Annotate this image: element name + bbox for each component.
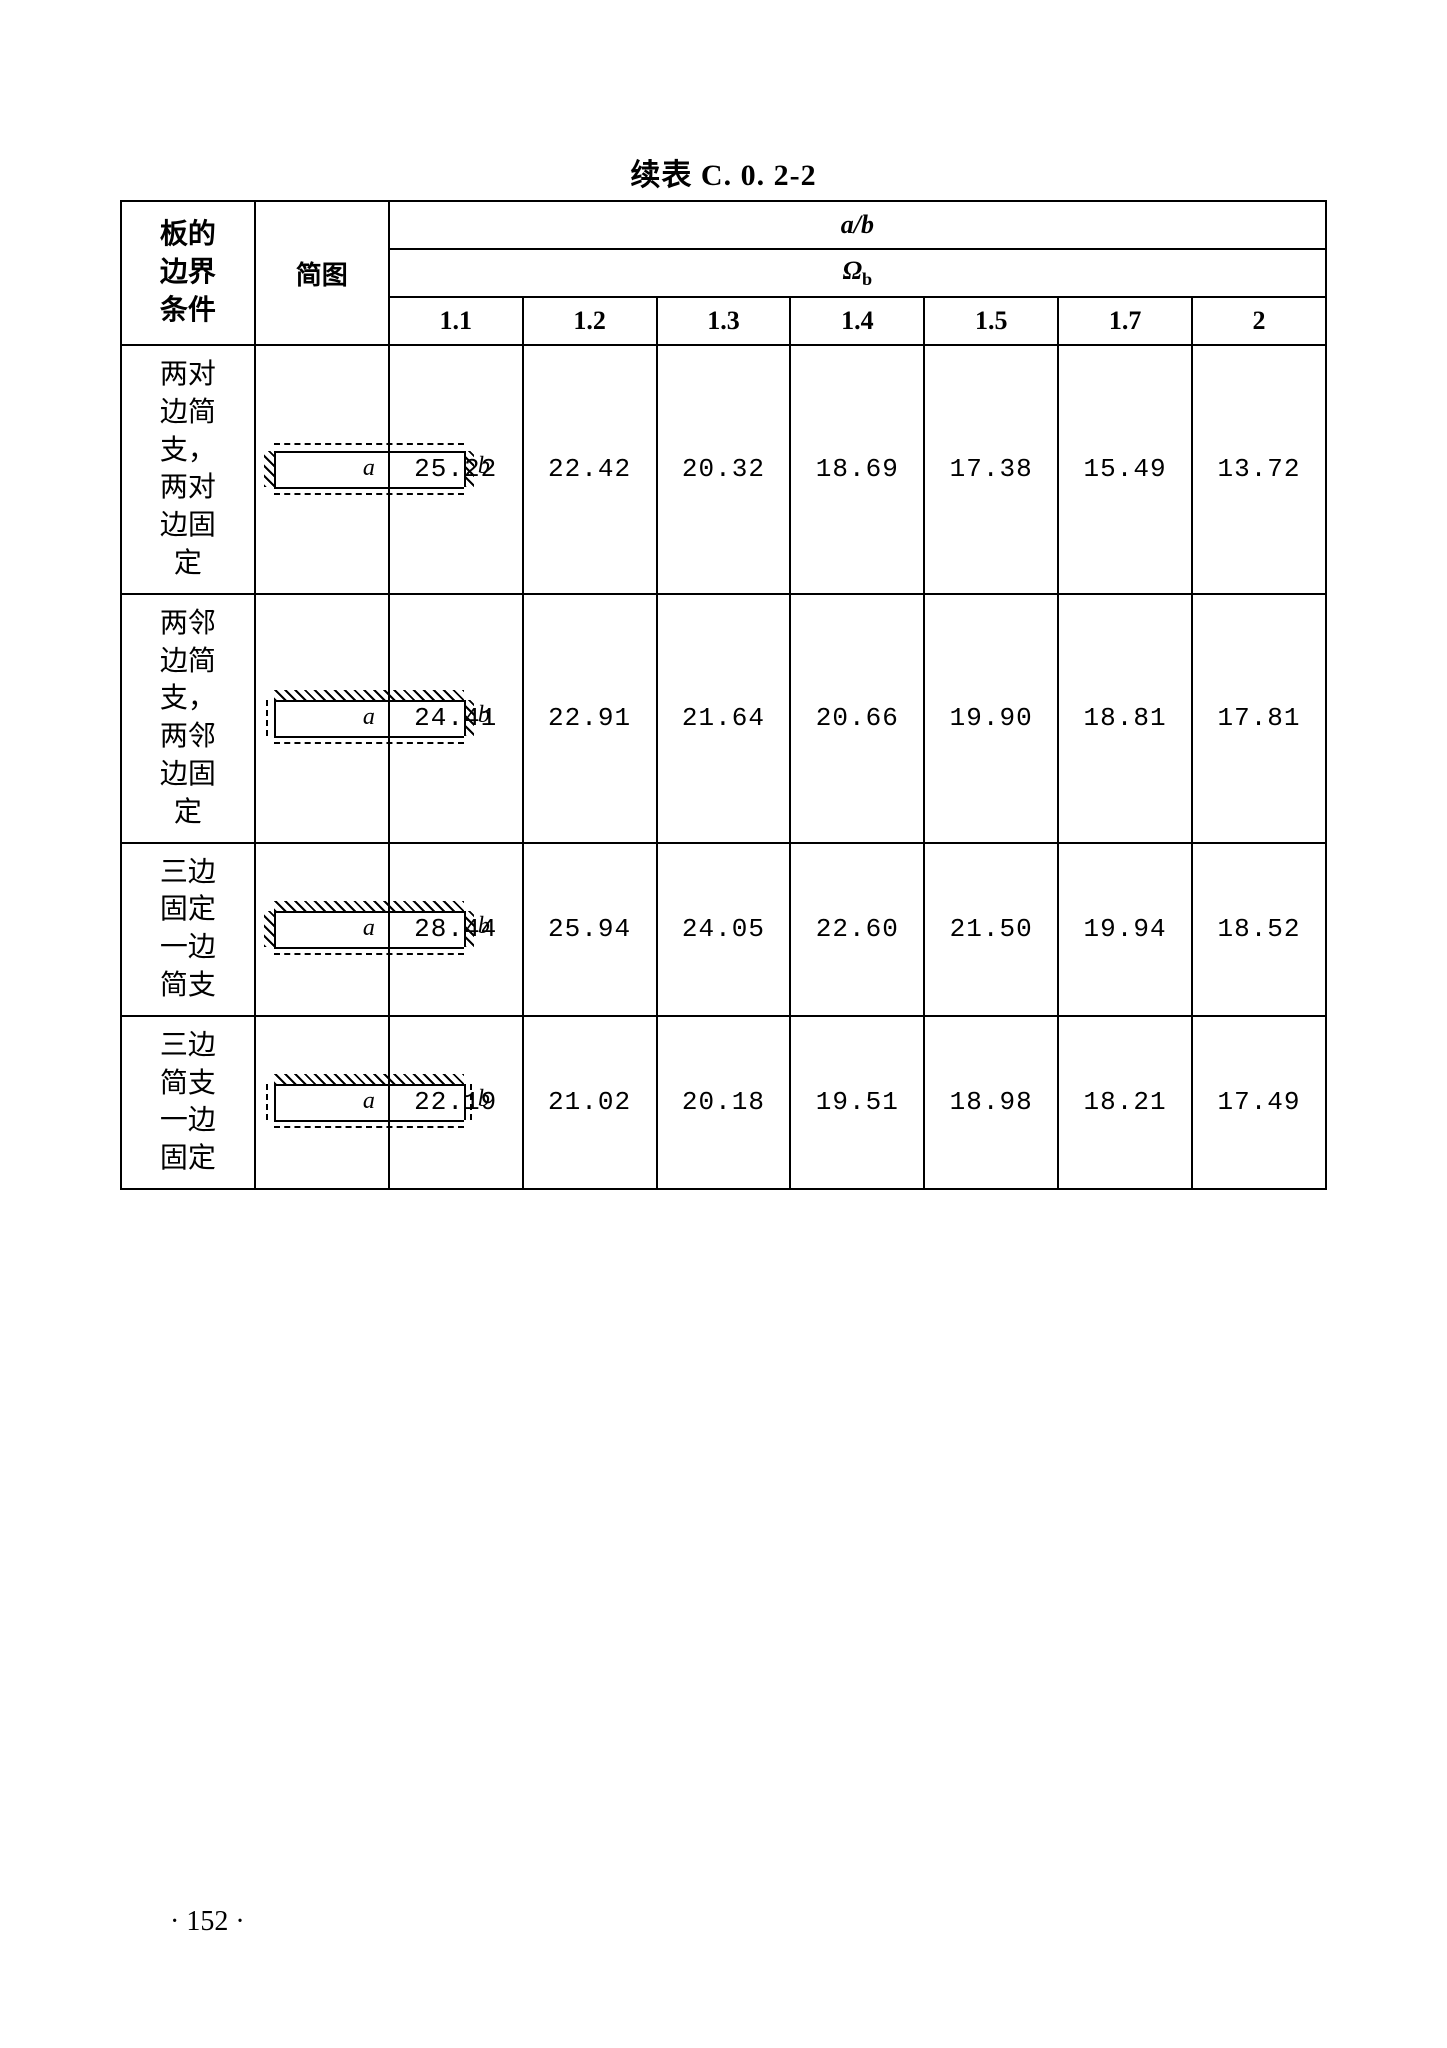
- table-row: 三边固定一边简支ab28.4425.9424.0522.6021.5019.94…: [121, 843, 1326, 1016]
- table-row: 两邻边简支，两邻边固定ab24.4122.9121.6420.6619.9018…: [121, 594, 1326, 843]
- diagram-label-b: b: [478, 913, 490, 940]
- header-ab-value: 2: [1192, 297, 1326, 345]
- page-number: · 152 ·: [170, 1906, 245, 1938]
- header-diagram: 简图: [255, 201, 389, 345]
- condition-cell: 三边简支一边固定: [121, 1016, 255, 1189]
- value-cell: 21.50: [924, 843, 1058, 1016]
- diagram-cell: ab: [255, 345, 389, 594]
- diagram-label-b: b: [478, 702, 490, 729]
- value-cell: 19.90: [924, 594, 1058, 843]
- header-ratio: a/b: [389, 201, 1326, 249]
- value-cell: 18.81: [1058, 594, 1192, 843]
- value-cell: 18.52: [1192, 843, 1326, 1016]
- condition-cell: 三边固定一边简支: [121, 843, 255, 1016]
- diagram-cell: ab: [255, 1016, 389, 1189]
- header-ab-value: 1.2: [523, 297, 657, 345]
- header-condition-text: 板的边界条件: [122, 206, 254, 339]
- value-cell: 20.18: [657, 1016, 791, 1189]
- header-ab-value: 1.3: [657, 297, 791, 345]
- value-cell: 22.60: [790, 843, 924, 1016]
- value-cell: 18.69: [790, 345, 924, 594]
- diagram-label-a: a: [256, 455, 482, 482]
- value-cell: 17.38: [924, 345, 1058, 594]
- header-ab-value: 1.5: [924, 297, 1058, 345]
- diagram-label-a: a: [256, 1088, 482, 1115]
- value-cell: 17.81: [1192, 594, 1326, 843]
- value-cell: 20.32: [657, 345, 791, 594]
- table-title: 续表 C. 0. 2-2: [120, 150, 1327, 194]
- header-ab-value: 1.7: [1058, 297, 1192, 345]
- diagram-label-a: a: [256, 704, 482, 731]
- header-ratio-text: a/b: [841, 210, 874, 239]
- value-cell: 18.21: [1058, 1016, 1192, 1189]
- value-cell: 24.05: [657, 843, 791, 1016]
- value-cell: 19.51: [790, 1016, 924, 1189]
- condition-cell: 两对边简支，两对边固定: [121, 345, 255, 594]
- value-cell: 13.72: [1192, 345, 1326, 594]
- header-condition: 板的边界条件: [121, 201, 255, 345]
- table-row: 两对边简支，两对边固定ab25.2222.4220.3218.6917.3815…: [121, 345, 1326, 594]
- data-table: 板的边界条件 简图 a/b Ωb 1.11.21.31.41.51.72 两对边…: [120, 200, 1327, 1190]
- value-cell: 22.42: [523, 345, 657, 594]
- header-ab-value: 1.1: [389, 297, 523, 345]
- value-cell: 20.66: [790, 594, 924, 843]
- value-cell: 17.49: [1192, 1016, 1326, 1189]
- table-row: 三边简支一边固定ab22.1921.0220.1819.5118.9818.21…: [121, 1016, 1326, 1189]
- header-ab-value: 1.4: [790, 297, 924, 345]
- diagram-cell: ab: [255, 843, 389, 1016]
- header-omega-text: Ωb: [843, 256, 873, 285]
- value-cell: 25.94: [523, 843, 657, 1016]
- value-cell: 22.91: [523, 594, 657, 843]
- value-cell: 21.64: [657, 594, 791, 843]
- condition-cell: 两邻边简支，两邻边固定: [121, 594, 255, 843]
- diagram-label-a: a: [256, 915, 482, 942]
- value-cell: 21.02: [523, 1016, 657, 1189]
- diagram-label-b: b: [478, 453, 490, 480]
- value-cell: 19.94: [1058, 843, 1192, 1016]
- diagram-cell: ab: [255, 594, 389, 843]
- value-cell: 18.98: [924, 1016, 1058, 1189]
- header-omega: Ωb: [389, 249, 1326, 297]
- value-cell: 15.49: [1058, 345, 1192, 594]
- diagram-label-b: b: [478, 1086, 490, 1113]
